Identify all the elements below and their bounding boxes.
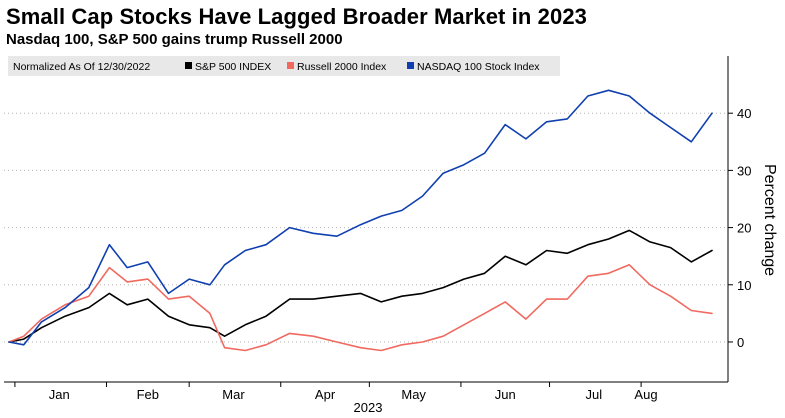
x-tick-label: Jul <box>586 387 603 402</box>
chart-title: Small Cap Stocks Have Lagged Broader Mar… <box>6 4 587 29</box>
legend-label-russell2000: Russell 2000 Index <box>297 61 387 73</box>
x-ticks: Jan Feb Mar Apr May Jun Jul Aug <box>14 382 658 402</box>
legend-background <box>8 56 560 76</box>
series-line-1 <box>8 264 713 352</box>
x-tick-label: Aug <box>634 387 657 402</box>
x-axis-year-label: 2023 <box>354 400 383 415</box>
legend-swatch-russell2000 <box>287 62 294 69</box>
y-axis-title: Percent change <box>761 164 778 276</box>
legend: Normalized As Of 12/30/2022 S&P 500 INDE… <box>8 56 560 76</box>
axes <box>4 56 729 383</box>
series-lines <box>8 89 713 352</box>
legend-note: Normalized As Of 12/30/2022 <box>13 61 150 73</box>
x-tick-label: Mar <box>222 387 245 402</box>
y-tick-label: 10 <box>737 278 751 293</box>
legend-swatch-nasdaq100 <box>407 62 414 69</box>
x-tick-label: Jan <box>49 387 70 402</box>
y-tick-label: 20 <box>737 221 751 236</box>
y-tick-label: 30 <box>737 163 751 178</box>
y-ticks: 0 10 20 30 40 <box>728 106 751 350</box>
series-line-0 <box>8 229 713 343</box>
legend-swatch-sp500 <box>185 62 192 69</box>
x-tick-label: May <box>401 387 426 402</box>
x-tick-label: Feb <box>137 387 159 402</box>
x-tick-label: Jun <box>495 387 516 402</box>
y-tick-label: 0 <box>737 335 744 350</box>
legend-label-sp500: S&P 500 INDEX <box>195 61 271 73</box>
gridlines <box>4 112 728 343</box>
chart-subtitle: Nasdaq 100, S&P 500 gains trump Russell … <box>6 31 343 48</box>
y-tick-label: 40 <box>737 106 751 121</box>
legend-label-nasdaq100: NASDAQ 100 Stock Index <box>417 61 540 73</box>
series-line-2 <box>8 89 713 346</box>
x-tick-label: Apr <box>315 387 336 402</box>
